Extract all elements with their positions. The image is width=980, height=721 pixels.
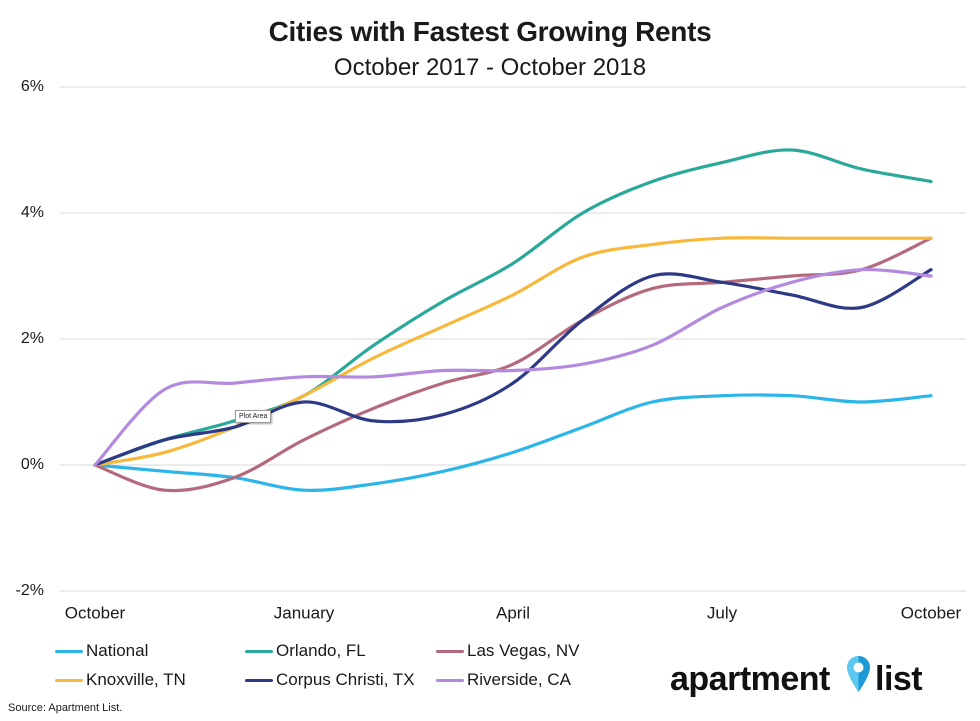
legend-item-las-vegas: Las Vegas, NV — [436, 640, 579, 662]
legend-item-corpus-christi: Corpus Christi, TX — [245, 669, 415, 691]
legend-label-las-vegas: Las Vegas, NV — [467, 641, 580, 660]
x-tick-label: October — [901, 603, 962, 622]
map-pin-icon — [847, 656, 870, 692]
chart-subtitle: October 2017 - October 2018 — [333, 54, 647, 81]
x-tick-label: April — [496, 603, 530, 622]
y-tick-label: 6% — [21, 78, 44, 95]
x-tick-label: October — [65, 603, 126, 622]
series-line-riverside-ca — [93, 267, 933, 467]
logo-word-apartment: apartment — [670, 660, 830, 698]
legend-item-orlando: Orlando, FL — [245, 640, 366, 662]
y-tick-label: 2% — [21, 330, 44, 347]
legend-label-orlando: Orlando, FL — [276, 641, 366, 660]
x-axis-ticks: October January April July October — [65, 603, 962, 622]
legend-item-national: National — [55, 640, 148, 662]
legend-label-riverside: Riverside, CA — [467, 670, 571, 689]
legend-label-knoxville: Knoxville, TN — [86, 670, 186, 689]
legend-item-riverside: Riverside, CA — [436, 669, 571, 691]
legend-swatch-las-vegas — [436, 649, 464, 653]
series-line-las-vegas-nv — [93, 236, 933, 493]
legend-label-national: National — [86, 641, 149, 660]
chart-title: Cities with Fastest Growing Rents — [268, 16, 712, 47]
y-tick-label: 4% — [21, 204, 44, 221]
y-tick-label: -2% — [16, 582, 44, 599]
legend-label-corpus-christi: Corpus Christi, TX — [276, 670, 415, 689]
y-axis-ticks: 6% 4% 2% 0% -2% — [16, 78, 44, 599]
x-tick-label: January — [274, 603, 335, 622]
legend-swatch-orlando — [245, 649, 273, 653]
plot-area-tooltip: Plot Area — [235, 410, 272, 423]
legend-item-knoxville: Knoxville, TN — [55, 669, 186, 691]
legend-swatch-knoxville — [55, 678, 83, 682]
series-line-national — [93, 393, 933, 492]
legend-swatch-riverside — [436, 678, 464, 682]
gridlines — [60, 86, 966, 592]
y-tick-label: 0% — [21, 456, 44, 473]
series-line-corpus-christi-tx — [93, 268, 933, 467]
source-note: Source: Apartment List. — [8, 702, 123, 714]
series-lines — [93, 148, 933, 493]
legend-swatch-corpus-christi — [245, 678, 273, 682]
logo-word-list: list — [875, 660, 923, 698]
x-tick-label: July — [707, 603, 738, 622]
legend-swatch-national — [55, 649, 83, 653]
series-line-orlando-fl — [93, 148, 933, 467]
